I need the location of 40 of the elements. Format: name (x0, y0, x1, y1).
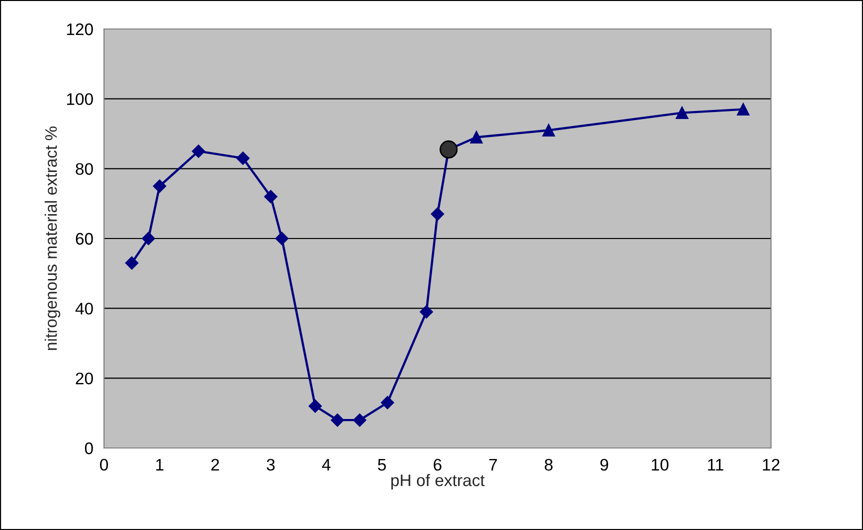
point (430, 207, 444, 221)
point (736, 103, 750, 116)
point (470, 130, 483, 144)
x-tick-label: 12 (763, 458, 780, 470)
point (308, 400, 322, 413)
x-tick-label: 6 (434, 458, 442, 471)
point (353, 413, 366, 427)
point (380, 396, 394, 410)
y-tick-label: 0 (84, 442, 93, 454)
y-tick-label: 20 (76, 372, 93, 384)
x-tick-label: 2 (211, 458, 219, 470)
point (125, 256, 138, 270)
x-tick-label: 0 (100, 458, 108, 471)
x-tick-label: 1 (156, 459, 164, 470)
y-axis-title: nitrogenous material extract % (44, 126, 60, 350)
point (142, 232, 156, 246)
x-tick-label: 4 (322, 459, 330, 470)
point (542, 124, 555, 137)
x-tick-label: 5 (378, 459, 386, 471)
x-tick-label: 10 (652, 458, 668, 471)
point (264, 190, 278, 204)
point (152, 180, 166, 193)
x-tick-label: 7 (489, 459, 497, 470)
y-tick-label: 40 (75, 302, 93, 315)
y-tick-label: 60 (76, 232, 93, 245)
y-tick-label: 80 (76, 163, 93, 175)
point (192, 144, 206, 158)
point (420, 305, 433, 318)
x-axis-title: pH of extract (391, 474, 485, 490)
point (440, 140, 458, 158)
x-tick-label: 8 (544, 458, 553, 471)
point (330, 413, 344, 427)
x-tick-label: 3 (266, 458, 275, 471)
point (236, 152, 250, 165)
y-tick-label: 100 (67, 93, 93, 106)
point (275, 232, 288, 246)
x-tick-label: 11 (708, 459, 724, 470)
point (676, 106, 688, 120)
x-tick-label: 9 (600, 458, 608, 471)
y-tick-label: 120 (67, 23, 93, 36)
